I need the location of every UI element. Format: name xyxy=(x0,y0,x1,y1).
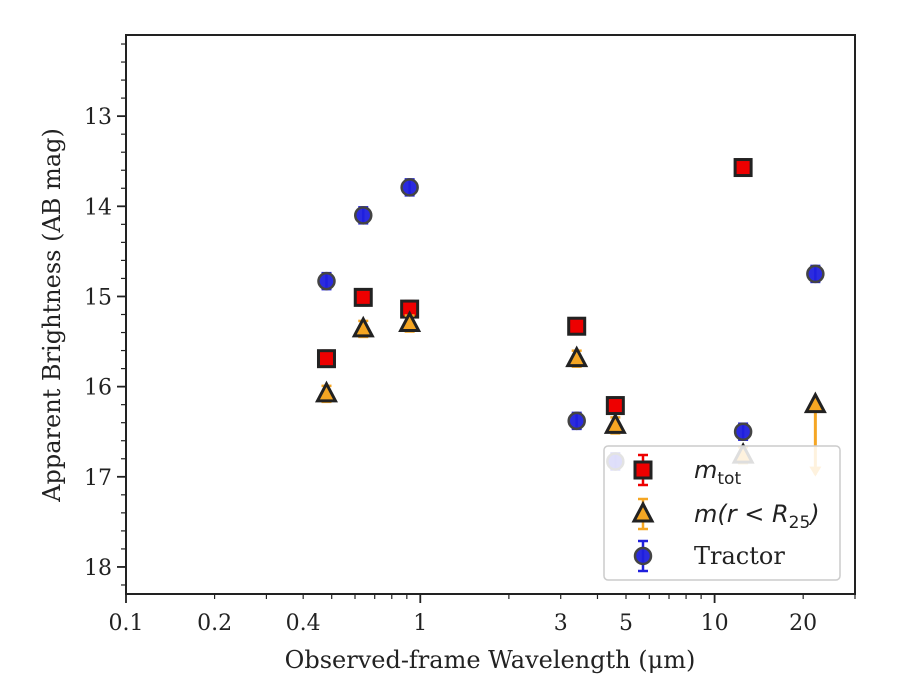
x-axis-title: Observed-frame Wavelength (μm) xyxy=(285,646,696,674)
y-tick-label: 17 xyxy=(84,466,112,491)
legend-label: Tractor xyxy=(694,542,785,570)
data-point-triangle xyxy=(398,310,422,333)
x-axis: 0.1 0.2 0.4 1 3 5 10 20 xyxy=(109,594,856,636)
x-tick-label: 10 xyxy=(701,611,729,636)
legend: mtot m(r < R25) Tractor xyxy=(603,445,841,581)
data-point-square xyxy=(605,396,625,416)
legend-marker-square xyxy=(633,460,653,480)
y-tick-label: 13 xyxy=(84,105,112,130)
x-tick-label: 20 xyxy=(789,611,817,636)
y-tick-label: 16 xyxy=(84,376,112,401)
data-point-circle xyxy=(567,411,586,431)
x-tick-label: 1 xyxy=(413,611,427,636)
data-point-circle xyxy=(317,271,336,291)
x-tick-label: 0.4 xyxy=(286,611,321,636)
y-tick-label: 15 xyxy=(84,285,112,310)
data-point-triangle xyxy=(314,380,338,403)
data-point-circle xyxy=(400,178,419,197)
x-tick-label: 0.2 xyxy=(197,611,232,636)
y-axis-title: Apparent Brightness (AB mag) xyxy=(38,128,66,503)
x-tick-label: 0.1 xyxy=(109,611,144,636)
data-point-circle xyxy=(354,206,373,225)
data-point-circle xyxy=(733,422,753,441)
legend-label: m(r < R25) xyxy=(694,500,820,533)
y-axis: 13 14 15 16 17 18 xyxy=(84,43,126,586)
data-point-square xyxy=(353,287,373,307)
data-point-square xyxy=(733,158,753,178)
legend-marker-triangle xyxy=(631,500,655,523)
data-point-triangle xyxy=(565,345,589,368)
y-tick-label: 14 xyxy=(84,195,112,220)
data-point-triangle xyxy=(351,315,375,338)
data-point-triangle xyxy=(603,412,627,434)
x-tick-label: 5 xyxy=(619,611,633,636)
y-tick-label: 18 xyxy=(84,556,112,581)
series-circle xyxy=(317,178,825,471)
data-point-triangle xyxy=(803,391,827,414)
data-point-circle xyxy=(806,264,825,284)
legend-frame xyxy=(603,445,841,581)
series-square xyxy=(316,158,753,416)
data-point-square xyxy=(567,316,587,336)
legend-marker-circle xyxy=(633,546,653,566)
legend-label: mtot xyxy=(694,456,741,489)
x-tick-label: 3 xyxy=(554,611,568,636)
data-point-square xyxy=(316,349,336,369)
